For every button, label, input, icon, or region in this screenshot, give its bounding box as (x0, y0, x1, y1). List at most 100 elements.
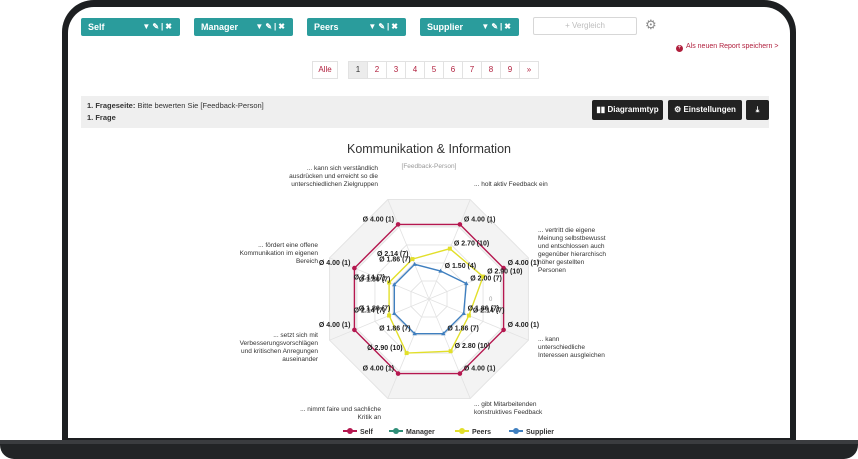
question-page: 1. Frageseite: Bitte bewerten Sie [Feedb… (87, 101, 264, 110)
data-label-peers: Ø 2.90 (10) (367, 345, 402, 352)
data-label-peers: Ø 2.14 (7) (354, 308, 386, 315)
data-point-supplier (438, 268, 443, 273)
page-next[interactable]: » (519, 61, 539, 79)
data-point-supplier (412, 331, 417, 336)
gear-icon[interactable]: ⚙ (645, 17, 657, 32)
axis-label-8: ... fördert eine offene Kommunikation im… (239, 242, 318, 265)
page-9[interactable]: 9 (500, 61, 520, 79)
scale-label-max: 4 (489, 220, 493, 226)
grid-spoke (387, 298, 430, 399)
filter-label: Self (88, 22, 105, 32)
data-point-self (395, 222, 401, 227)
legend-label: Supplier (526, 429, 555, 436)
filter-supplier[interactable]: Supplier ▼✎|✖ (420, 18, 519, 36)
data-label-self: Ø 4.00 (1) (508, 322, 540, 329)
filter-tools: ▼✎|✖ (368, 22, 400, 31)
data-label-peers: Ø 2.80 (10) (455, 343, 490, 350)
compare-label: Vergleich (571, 21, 605, 30)
data-point-self (501, 265, 506, 271)
filter-label: Supplier (427, 22, 464, 32)
question-bar: 1. Frageseite: Bitte bewerten Sie [Feedb… (81, 96, 769, 128)
settings-label: Einstellungen (683, 105, 736, 114)
axis-label-7: ... setzt sich mit Verbesserungsvorschlä… (239, 332, 318, 363)
legend-item-peers[interactable]: Peers (455, 428, 491, 436)
data-point-peers (387, 313, 392, 318)
data-point-self (501, 327, 506, 333)
legend-swatch (509, 428, 523, 434)
save-report-link[interactable]: + Als neuen Report speichern > (676, 43, 778, 52)
page-5[interactable]: 5 (424, 61, 444, 79)
page-all[interactable]: Alle (312, 61, 338, 79)
data-point-supplier (441, 331, 446, 336)
edit-icon[interactable]: ✎ (378, 22, 388, 31)
data-point-self (352, 327, 357, 333)
question-label: 1. Frage (87, 113, 116, 122)
edit-icon[interactable]: ✎ (491, 22, 501, 31)
close-icon[interactable]: ✖ (504, 22, 513, 31)
legend-label: Self (360, 429, 373, 436)
chevron-down-icon[interactable]: ▼ (142, 22, 153, 31)
edit-icon[interactable]: ✎ (265, 22, 275, 31)
bar-chart-icon: ▮▮ (596, 105, 606, 114)
settings-button[interactable]: ⚙ Einstellungen (668, 100, 742, 120)
filter-tools: ▼✎|✖ (255, 22, 287, 31)
chart-title: Kommunikation & Information (347, 142, 511, 156)
chevron-down-icon[interactable]: ▼ (255, 22, 266, 31)
page-6[interactable]: 6 (443, 61, 463, 79)
page-2[interactable]: 2 (367, 61, 387, 79)
data-label-self: Ø 4.00 (1) (508, 260, 540, 267)
page-1[interactable]: 1 (348, 61, 368, 79)
close-icon[interactable]: ✖ (165, 22, 174, 31)
axis-label-4: ... kann unterschiedliche Interessen aus… (538, 336, 605, 359)
grid-spoke (329, 298, 430, 341)
plus-icon: + (565, 21, 570, 30)
gear-icon: ⚙ (674, 105, 682, 114)
grid-spoke (428, 257, 529, 300)
chevron-down-icon[interactable]: ▼ (368, 22, 379, 31)
filter-label: Manager (201, 22, 239, 32)
axis-label-5: ... gibt Mitarbeitenden konstruktives Fe… (474, 401, 543, 416)
legend-item-self[interactable]: Self (343, 428, 373, 436)
legend-item-supplier[interactable]: Supplier (509, 428, 554, 436)
filter-peers[interactable]: Peers ▼✎|✖ (307, 18, 406, 36)
download-button[interactable]: ⤓ (746, 100, 769, 120)
data-label-peers: Ø 2.14 (7) (377, 251, 409, 258)
data-label-self: Ø 4.00 (1) (464, 366, 496, 373)
legend-label: Manager (406, 429, 435, 436)
chart-type-label: Diagrammtyp (607, 105, 659, 114)
data-point-peers (448, 349, 453, 354)
close-icon[interactable]: ✖ (391, 22, 400, 31)
page-3[interactable]: 3 (386, 61, 406, 79)
data-point-peers (466, 313, 471, 318)
save-report-label: Als neuen Report speichern > (686, 43, 779, 50)
page-8[interactable]: 8 (481, 61, 501, 79)
data-point-self (352, 265, 357, 271)
close-icon[interactable]: ✖ (278, 22, 287, 31)
app-screen: Self ▼✎|✖ Manager ▼✎|✖ Peers ▼✎|✖ Suppli… (68, 7, 790, 438)
legend-swatch (455, 428, 469, 434)
filter-self[interactable]: Self ▼✎|✖ (81, 18, 180, 36)
data-label-peers: Ø 2.14 (7) (473, 308, 505, 315)
data-label-supplier: Ø 1.86 (7) (379, 326, 411, 333)
page-4[interactable]: 4 (405, 61, 425, 79)
chart-type-button[interactable]: ▮▮ Diagrammtyp (592, 100, 663, 120)
data-label-supplier: Ø 1.86 (7) (359, 305, 391, 312)
data-label-peers: Ø 2.14 (7) (354, 274, 386, 281)
data-point-supplier (412, 261, 417, 266)
axis-label-6: ... nimmt faire und sachliche Kritik an (300, 406, 381, 421)
data-point-supplier (461, 310, 466, 315)
data-label-supplier: Ø 1.50 (4) (445, 263, 477, 270)
add-compare-button[interactable]: + Vergleich (533, 17, 637, 35)
page-7[interactable]: 7 (462, 61, 482, 79)
data-point-supplier (392, 282, 397, 287)
edit-icon[interactable]: ✎ (152, 22, 162, 31)
legend-item-manager[interactable]: Manager (389, 428, 435, 436)
axis-label-1: ... kann sich verständlich ausdrücken un… (289, 165, 378, 188)
data-point-peers (404, 351, 409, 356)
data-label-peers: Ø 2.70 (10) (454, 241, 489, 248)
chevron-down-icon[interactable]: ▼ (481, 22, 492, 31)
grid-spoke (387, 199, 430, 300)
filter-manager[interactable]: Manager ▼✎|✖ (194, 18, 293, 36)
data-point-peers (447, 246, 452, 251)
download-icon: ⤓ (755, 105, 760, 114)
